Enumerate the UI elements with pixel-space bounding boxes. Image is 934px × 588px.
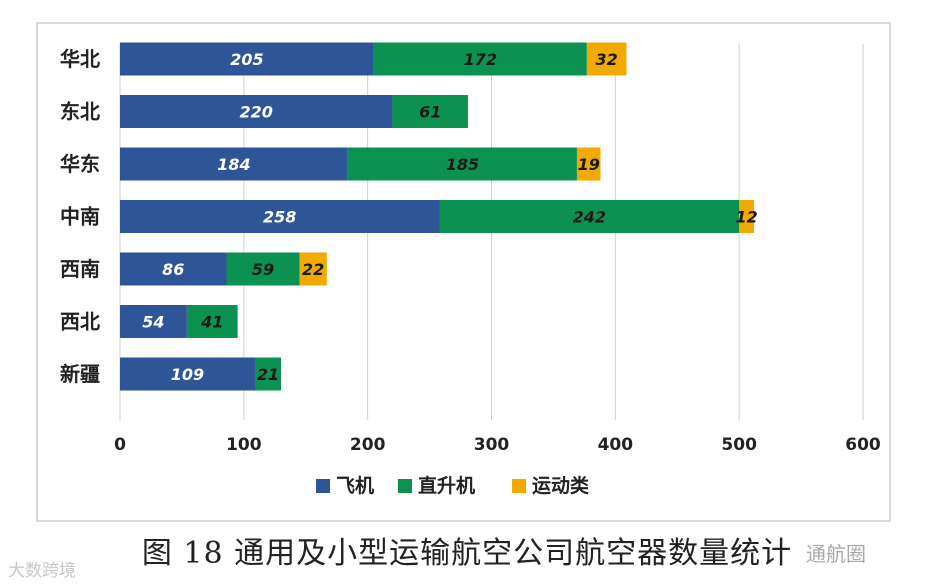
bar-0-2 [120,147,348,181]
legend: 飞机 直升机 运动类 [316,474,589,497]
category-label-5: 西北 [60,310,100,334]
data-label-1-3: 242 [573,208,606,227]
legend-label-0: 飞机 [336,475,374,497]
legend-label-1: 直升机 [418,474,475,497]
data-label-0-4: 86 [162,260,184,279]
category-label-3: 中南 [60,205,100,229]
category-label-2: 华东 [60,152,100,176]
data-labels: 205 172 32 220 61 184 185 19 258 242 12 86 59 22 54 41 1… [142,50,757,384]
bar-1-6 [254,357,281,391]
legend-label-2: 运动类 [532,474,589,497]
bar-2-0 [586,42,627,76]
x-tick-label-400: 400 [598,435,634,455]
data-label-0-3: 258 [263,208,296,227]
data-label-0-6: 109 [171,365,204,384]
bar-1-5 [186,305,238,338]
data-label-1-4: 59 [252,260,274,279]
watermark-right: 通航圈 [806,542,866,566]
bar-1-4 [226,252,300,286]
category-label-0: 华北 [60,47,100,71]
bars [120,42,755,391]
bar-0-1 [120,95,393,128]
x-tick-label-100: 100 [226,435,262,455]
data-label-1-5: 41 [200,313,223,332]
category-label-4: 西南 [60,257,100,281]
bar-0-0 [120,42,374,76]
category-label-6: 新疆 [60,362,100,386]
bar-2-2 [576,147,601,181]
legend-swatch-0 [316,479,330,493]
bar-0-5 [120,305,187,338]
stacked-bar-chart: 205 172 32 220 61 184 185 19 258 242 12 86 59 22 54 41 1… [60,42,881,497]
bar-0-3 [120,200,440,233]
category-label-1: 东北 [60,100,100,124]
data-label-1-6: 21 [257,365,279,384]
bar-0-6 [120,357,255,391]
data-label-0-2: 184 [217,155,250,174]
chart-frame: 205 172 32 220 61 184 185 19 258 242 12 86 59 22 54 41 1… [36,22,891,522]
data-label-0-1: 220 [240,103,273,122]
data-label-1-2: 185 [446,155,479,174]
legend-swatch-1 [398,479,412,493]
bar-1-2 [347,147,577,181]
bar-0-4 [120,252,227,286]
data-label-0-0: 205 [230,50,263,69]
legend-swatch-2 [512,479,526,493]
x-tick-labels: 0 100 200 300 400 500 600 [114,435,881,455]
data-label-2-2: 19 [578,155,600,174]
data-label-1-1: 61 [419,103,441,122]
data-label-2-4: 22 [302,260,324,279]
figure-caption: 图 18 通用及小型运输航空公司航空器数量统计 [141,536,793,571]
x-tick-label-500: 500 [721,435,757,455]
bar-2-3 [739,200,755,233]
data-label-0-5: 54 [142,313,164,332]
x-tick-label-200: 200 [350,435,386,455]
bar-1-1 [392,95,468,128]
x-tick-label-300: 300 [474,435,510,455]
bar-1-0 [373,42,587,76]
x-tick-label-0: 0 [114,435,126,455]
data-label-1-0: 172 [464,50,497,69]
x-tick-label-600: 600 [845,435,881,455]
bar-2-4 [299,252,327,286]
data-label-2-3: 12 [735,208,757,227]
watermark-left: 大数跨境 [8,561,76,581]
bar-1-3 [439,200,740,233]
data-label-2-0: 32 [596,50,618,69]
